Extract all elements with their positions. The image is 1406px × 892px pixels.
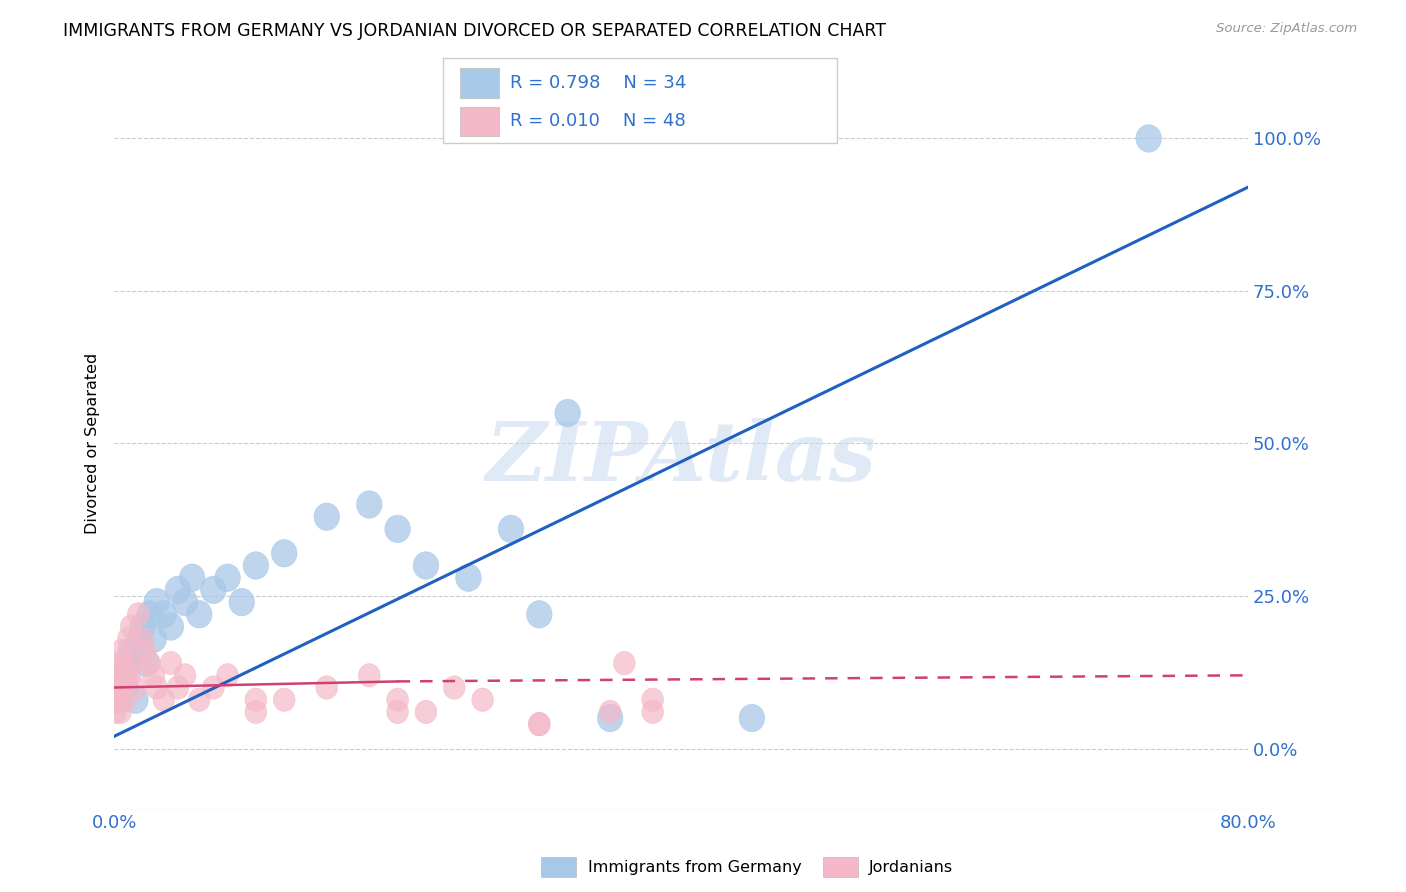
Ellipse shape <box>243 552 269 579</box>
Ellipse shape <box>134 649 159 677</box>
Ellipse shape <box>387 688 408 712</box>
Ellipse shape <box>316 676 337 699</box>
Ellipse shape <box>110 700 131 723</box>
Ellipse shape <box>641 700 664 723</box>
Ellipse shape <box>128 603 149 626</box>
Ellipse shape <box>108 688 129 712</box>
Ellipse shape <box>1136 125 1161 153</box>
Text: R = 0.010    N = 48: R = 0.010 N = 48 <box>510 112 686 130</box>
Ellipse shape <box>555 400 581 426</box>
Ellipse shape <box>456 564 481 591</box>
Ellipse shape <box>157 613 184 640</box>
Ellipse shape <box>122 686 148 714</box>
Ellipse shape <box>472 688 494 712</box>
Text: R = 0.798    N = 34: R = 0.798 N = 34 <box>510 74 686 92</box>
Ellipse shape <box>740 705 765 731</box>
Ellipse shape <box>110 664 131 687</box>
Ellipse shape <box>527 600 553 628</box>
Ellipse shape <box>105 686 131 714</box>
Ellipse shape <box>245 700 267 723</box>
Ellipse shape <box>167 676 188 699</box>
Ellipse shape <box>108 662 134 689</box>
Ellipse shape <box>202 676 224 699</box>
Ellipse shape <box>443 676 465 699</box>
Ellipse shape <box>529 713 550 736</box>
Ellipse shape <box>107 688 128 712</box>
Y-axis label: Divorced or Separated: Divorced or Separated <box>86 353 100 534</box>
Ellipse shape <box>136 600 162 628</box>
Ellipse shape <box>120 664 141 687</box>
Ellipse shape <box>112 676 134 699</box>
Ellipse shape <box>146 676 167 699</box>
Ellipse shape <box>114 651 135 674</box>
Ellipse shape <box>498 516 523 542</box>
Ellipse shape <box>122 651 143 674</box>
Text: Jordanians: Jordanians <box>869 860 953 874</box>
Ellipse shape <box>217 664 239 687</box>
Text: Immigrants from Germany: Immigrants from Germany <box>588 860 801 874</box>
Ellipse shape <box>359 664 380 687</box>
Ellipse shape <box>201 576 226 604</box>
Ellipse shape <box>529 713 550 736</box>
Ellipse shape <box>117 664 138 687</box>
Ellipse shape <box>107 651 128 674</box>
Ellipse shape <box>150 600 177 628</box>
Ellipse shape <box>143 589 170 615</box>
Ellipse shape <box>187 600 212 628</box>
Ellipse shape <box>127 625 152 652</box>
Ellipse shape <box>385 516 411 542</box>
Ellipse shape <box>413 552 439 579</box>
Ellipse shape <box>132 627 153 650</box>
Ellipse shape <box>271 540 297 567</box>
Ellipse shape <box>173 589 198 615</box>
Ellipse shape <box>141 625 167 652</box>
Ellipse shape <box>112 673 138 701</box>
Ellipse shape <box>245 688 267 712</box>
Ellipse shape <box>387 700 408 723</box>
Ellipse shape <box>153 688 174 712</box>
Text: ZIPAtlas: ZIPAtlas <box>485 418 876 498</box>
Ellipse shape <box>165 576 191 604</box>
Ellipse shape <box>129 613 155 640</box>
Ellipse shape <box>174 664 195 687</box>
Ellipse shape <box>273 688 295 712</box>
Ellipse shape <box>599 700 621 723</box>
Ellipse shape <box>613 651 636 674</box>
Ellipse shape <box>415 700 437 723</box>
Ellipse shape <box>108 676 129 699</box>
Ellipse shape <box>111 640 132 663</box>
Ellipse shape <box>180 564 205 591</box>
Text: Source: ZipAtlas.com: Source: ZipAtlas.com <box>1216 22 1357 36</box>
Text: IMMIGRANTS FROM GERMANY VS JORDANIAN DIVORCED OR SEPARATED CORRELATION CHART: IMMIGRANTS FROM GERMANY VS JORDANIAN DIV… <box>63 22 886 40</box>
Ellipse shape <box>118 627 139 650</box>
Ellipse shape <box>641 688 664 712</box>
Ellipse shape <box>121 615 142 638</box>
Ellipse shape <box>143 664 165 687</box>
Ellipse shape <box>229 589 254 615</box>
Ellipse shape <box>357 491 382 518</box>
Ellipse shape <box>215 564 240 591</box>
Ellipse shape <box>115 649 141 677</box>
Ellipse shape <box>160 651 181 674</box>
Ellipse shape <box>105 676 127 699</box>
Ellipse shape <box>598 705 623 731</box>
Ellipse shape <box>135 640 156 663</box>
Ellipse shape <box>125 676 146 699</box>
Ellipse shape <box>115 688 136 712</box>
Ellipse shape <box>104 688 125 712</box>
Ellipse shape <box>188 688 209 712</box>
Ellipse shape <box>314 503 339 531</box>
Ellipse shape <box>118 637 143 665</box>
Ellipse shape <box>105 700 127 723</box>
Ellipse shape <box>139 651 160 674</box>
